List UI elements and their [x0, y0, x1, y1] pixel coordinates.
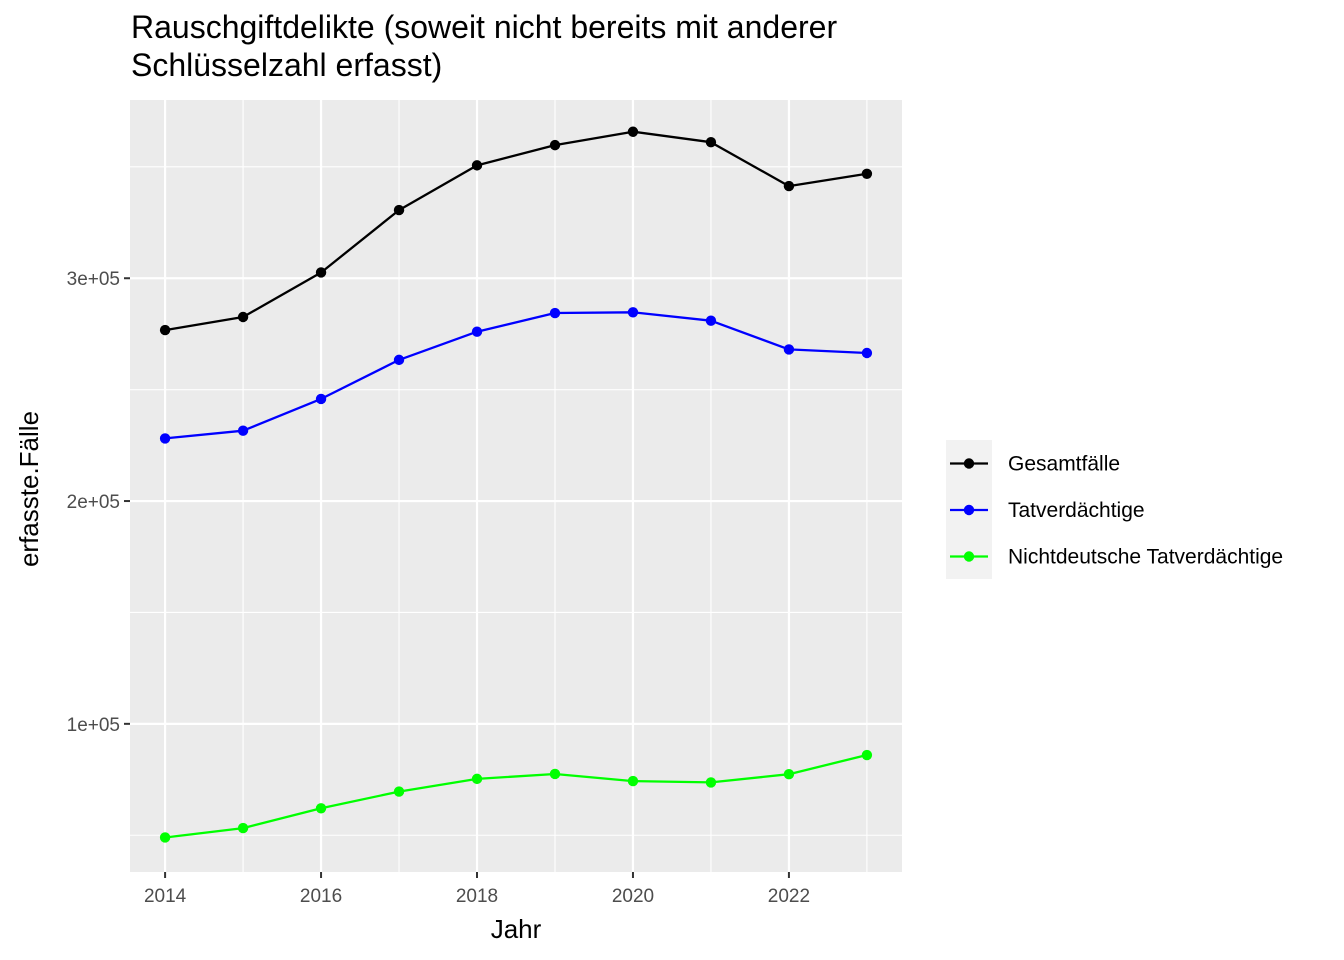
- legend: Gesamtfälle Tatverdächtige Nichtdeutsche T…: [946, 440, 1283, 579]
- data-point-series-1: [627, 126, 639, 137]
- data-point-series-1: [705, 137, 717, 148]
- data-point-series-2: [783, 344, 795, 355]
- y-tick-label: 2e+05: [67, 492, 120, 513]
- x-tick-label: 2014: [144, 886, 187, 907]
- data-point-series-1: [783, 180, 795, 192]
- major-gridlines: [130, 100, 902, 872]
- y-axis: 1e+05 2e+05 3e+05: [67, 269, 130, 736]
- legend-key-point: [963, 504, 975, 516]
- data-point-series-1: [471, 160, 483, 171]
- series-layer: [159, 126, 873, 843]
- data-point-series-2: [393, 354, 405, 366]
- x-tick-label: 2018: [456, 886, 498, 907]
- data-point-series-3: [861, 749, 873, 761]
- chart-title: Rauschgiftdelikte (soweit nicht bereits …: [131, 8, 1011, 84]
- data-point-series-3: [237, 822, 249, 834]
- data-point-series-3: [783, 768, 795, 780]
- legend-label: Nichtdeutsche Tatverdächtige: [1008, 546, 1283, 569]
- data-point-series-1: [159, 324, 171, 336]
- data-point-series-3: [471, 773, 483, 785]
- x-axis-title: Jahr: [491, 914, 542, 944]
- data-point-series-1: [861, 168, 873, 179]
- data-point-series-3: [549, 768, 561, 780]
- data-point-series-1: [315, 267, 327, 278]
- data-point-series-1: [237, 311, 249, 323]
- data-point-series-3: [159, 832, 171, 843]
- chart-title-line-2: Schlüsselzahl erfasst): [131, 47, 443, 83]
- legend-key-point: [963, 551, 975, 562]
- y-axis-title: erfasste.Fälle: [14, 411, 44, 567]
- plot-panel: [130, 100, 902, 872]
- data-point-series-2: [549, 307, 561, 319]
- data-point-series-2: [159, 433, 171, 444]
- x-axis: 2014 2016 2018 2020 2022: [144, 872, 810, 907]
- data-point-series-3: [315, 803, 327, 814]
- data-point-series-1: [393, 204, 405, 216]
- data-point-series-2: [627, 307, 639, 318]
- data-point-series-2: [237, 425, 249, 436]
- series-line-1: [164, 130, 868, 332]
- legend-label: Tatverdächtige: [1008, 499, 1145, 522]
- y-tick-label: 1e+05: [67, 715, 120, 736]
- legend-key-point: [963, 458, 975, 469]
- x-tick-label: 2022: [768, 886, 810, 907]
- data-point-series-2: [471, 326, 483, 337]
- data-point-series-1: [549, 139, 561, 151]
- x-tick-label: 2016: [300, 886, 342, 907]
- series-line-3: [164, 753, 868, 839]
- data-point-series-2: [861, 347, 873, 359]
- chart-title-line-1: Rauschgiftdelikte (soweit nicht bereits …: [131, 9, 838, 45]
- y-tick-label: 3e+05: [67, 269, 120, 290]
- series-line-2: [164, 311, 867, 440]
- x-tick-label: 2020: [612, 886, 654, 907]
- data-point-series-2: [705, 315, 717, 326]
- data-point-series-3: [705, 777, 717, 788]
- data-point-series-3: [627, 775, 639, 787]
- data-point-series-3: [393, 786, 405, 797]
- data-point-series-2: [315, 393, 327, 405]
- minor-gridlines: [130, 100, 902, 872]
- legend-label: Gesamtfälle: [1008, 453, 1120, 476]
